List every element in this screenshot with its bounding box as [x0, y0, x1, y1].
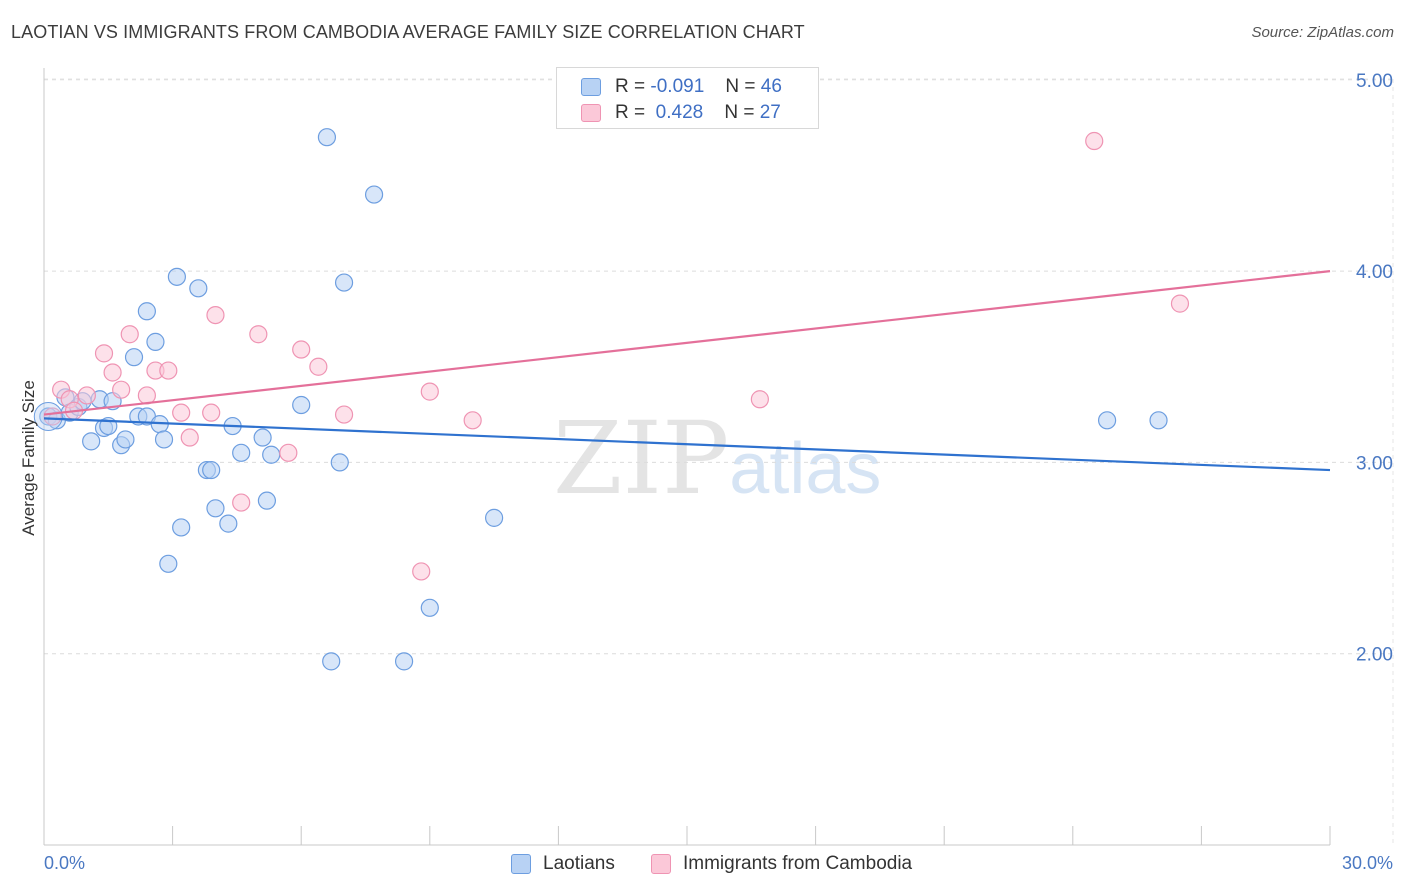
y-tick-label-0: 2.00: [1356, 645, 1393, 666]
x-tick-label-1: 30.0%: [1342, 853, 1393, 873]
laotians-point-13: [124, 348, 144, 367]
cambodia-point-4: [77, 386, 96, 405]
legend-n-value-cambodia: 27: [759, 102, 781, 123]
axes: [43, 68, 1331, 846]
cambodia-point-25: [750, 390, 769, 409]
cambodia-point-24: [463, 411, 482, 430]
cambodia-point-11: [159, 361, 178, 380]
y-axis-label: Average Family Size: [19, 380, 38, 536]
laotians-point-17: [146, 332, 165, 351]
cambodia-point-7: [112, 380, 131, 399]
cambodia-point-22: [412, 562, 431, 581]
watermark-zip: ZIP: [553, 400, 730, 517]
cambodia-point-20: [309, 357, 328, 376]
laotians-point-36: [330, 453, 349, 472]
laotians-point-35: [322, 652, 341, 671]
watermark-atlas: atlas: [729, 429, 882, 509]
laotians-point-16: [137, 302, 156, 321]
correlation-legend: R = -0.091 N = 46 R = 0.428 N = 27: [556, 67, 819, 129]
bottom-cambodia-swatch: [651, 854, 671, 874]
cambodia-point-17: [249, 325, 268, 344]
cambodia-point-19: [292, 340, 311, 359]
legend-r-value-cambodia: 0.428: [655, 102, 704, 123]
chart-title: LAOTIAN VS IMMIGRANTS FROM CAMBODIA AVER…: [11, 22, 805, 42]
laotians-point-27: [219, 514, 238, 533]
source-label: Source: ZipAtlas.com: [1251, 24, 1394, 41]
legend-r-label-2: R =: [615, 102, 646, 123]
laotians-point-25: [202, 460, 221, 480]
cambodia-trend-line: [43, 270, 1331, 416]
laotians-point-29: [232, 443, 251, 462]
tick-labels: 2.00 3.00 4.00 5.00 0.0% 30.0%: [44, 71, 1393, 873]
grid-lines: [44, 78, 1394, 845]
cambodia-point-26: [1085, 131, 1104, 151]
watermark: ZIPatlas: [553, 400, 881, 517]
cambodia-point-12: [172, 403, 191, 422]
cambodia-point-6: [103, 363, 122, 382]
laotians-point-40: [420, 598, 439, 617]
cambodia-point-21: [334, 405, 354, 424]
laotians-trend-line: [43, 417, 1331, 472]
laotians-point-cluster: [33, 401, 63, 431]
cambodia-point-27: [1170, 294, 1190, 313]
laotians-point-21: [167, 267, 186, 286]
laotians-point-41: [485, 508, 504, 527]
laotians-point-23: [189, 279, 208, 298]
laotians-point-42: [1097, 411, 1117, 430]
legend-r-value-laotians: -0.091: [650, 76, 705, 97]
bottom-legend-label-cambodia: Immigrants from Cambodia: [683, 853, 913, 874]
y-tick-label-1: 3.00: [1356, 453, 1393, 474]
laotians-point-6: [82, 432, 101, 451]
laotians-point-37: [334, 273, 354, 292]
x-tick-label-0: 0.0%: [44, 853, 85, 873]
laotians-point-31: [257, 491, 277, 510]
laotians-point-20: [159, 554, 178, 573]
laotians-point-30: [253, 428, 272, 447]
legend-n-label-1: N =: [725, 76, 756, 97]
y-tick-label-2: 4.00: [1356, 262, 1393, 283]
laotians-point-22: [172, 518, 191, 537]
legend-n-label-2: N =: [724, 102, 755, 123]
legend-n-value-laotians: 46: [760, 76, 782, 97]
laotians-point-33: [292, 395, 311, 415]
laotians-swatch: [581, 78, 601, 96]
cambodia-point-15: [206, 305, 225, 325]
data-points: [33, 128, 1190, 671]
bottom-legend-label-laotians: Laotians: [543, 853, 615, 874]
laotians-point-43: [1149, 411, 1168, 430]
cambodia-point-23: [420, 382, 439, 401]
cambodia-point-5: [94, 344, 114, 363]
bottom-laotians-swatch: [511, 854, 531, 874]
cambodia-point-13: [180, 428, 199, 447]
cambodia-point-14: [202, 403, 221, 422]
y-tick-label-3: 5.00: [1356, 71, 1393, 92]
laotians-point-19: [154, 430, 174, 449]
trend-lines: [43, 270, 1331, 472]
cambodia-swatch: [581, 104, 601, 122]
laotians-point-38: [364, 185, 384, 204]
laotians-point-39: [394, 652, 414, 671]
laotians-point-32: [262, 445, 281, 464]
cambodia-point-18: [279, 443, 298, 462]
cambodia-point-8: [120, 325, 139, 344]
laotians-point-34: [317, 128, 337, 147]
laotians-point-12: [116, 430, 135, 449]
laotians-point-26: [206, 499, 225, 518]
cambodia-point-16: [232, 493, 251, 512]
legend-r-label-1: R =: [615, 76, 646, 97]
